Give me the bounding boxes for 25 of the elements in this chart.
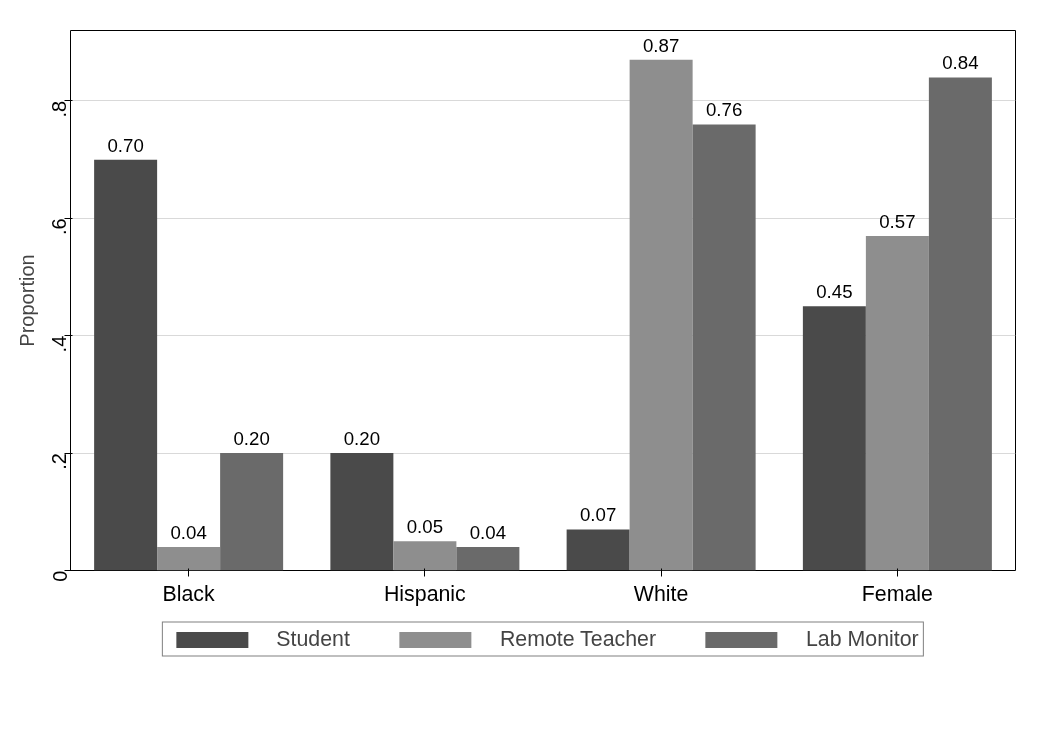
data-label: 0.70 [107,134,144,156]
x-tick-label: Female [861,581,933,606]
data-label: 0.84 [942,52,979,74]
y-axis-title: Proportion [15,254,38,347]
x-tick-label: White [633,581,689,606]
data-label: 0.04 [170,522,207,544]
y-tick-label: .2 [48,453,71,470]
data-label: 0.04 [469,522,507,544]
legend-label: Remote Teacher [499,626,656,652]
data-label: 0.87 [642,34,680,56]
x-tick-label: Black [162,581,216,606]
legend-label: Lab Monitor [806,626,919,652]
y-tick-label: .8 [48,100,71,118]
data-label: 0.07 [579,504,617,526]
data-label: 0.57 [879,210,916,232]
legend-label: Student [276,626,350,652]
data-label: 0.05 [406,516,444,538]
y-tick-label: .4 [48,335,71,353]
data-label: 0.20 [343,428,381,450]
data-label: 0.45 [816,281,853,303]
y-tick-label: 0 [48,570,71,582]
data-label: 0.76 [705,99,743,121]
x-tick-label: Hispanic [383,581,467,606]
y-tick-label: .6 [48,218,71,236]
data-label: 0.20 [233,428,270,450]
